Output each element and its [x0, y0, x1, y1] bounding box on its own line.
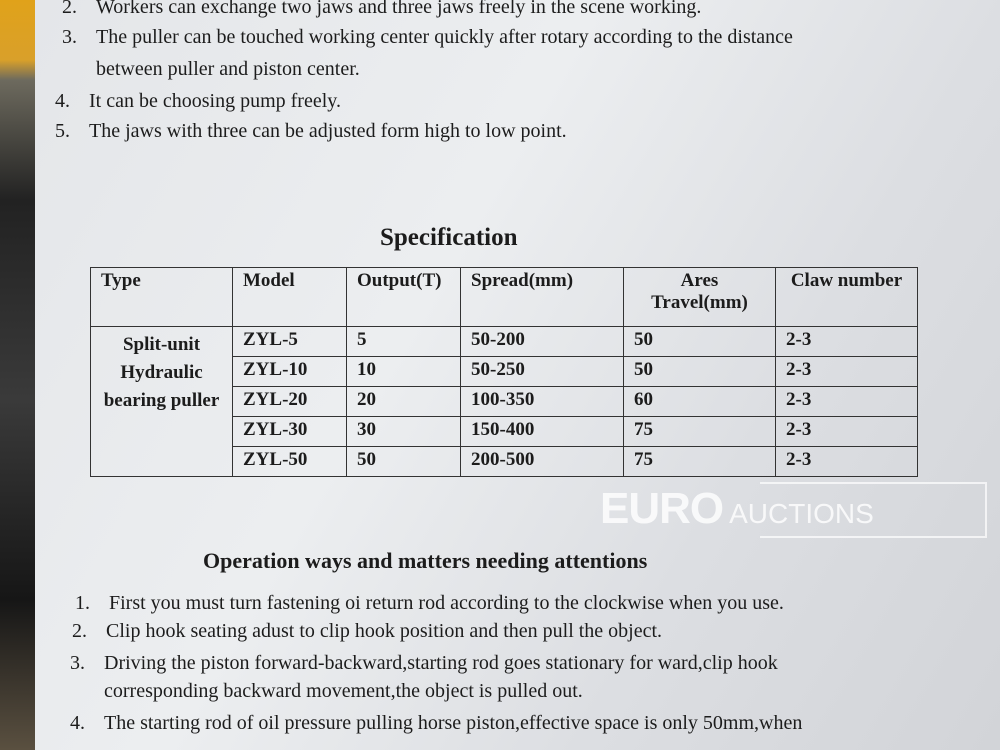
table-cell: 75 [623, 446, 776, 477]
column-header: Type [90, 267, 233, 327]
table-row: ZYL-10 10 50-250 50 2-3 [91, 356, 918, 387]
table-cell: 2-3 [775, 386, 918, 417]
list-item: 4. It can be choosing pump freely. [55, 90, 341, 113]
column-header: Claw number [775, 267, 918, 327]
table-cell: 50 [623, 356, 776, 387]
item-text: Driving the piston forward-backward,star… [104, 652, 778, 674]
table-cell: 75 [623, 416, 776, 447]
table-cell: ZYL-50 [232, 446, 347, 477]
item-text: Workers can exchange two jaws and three … [96, 0, 702, 18]
table-cell: ZYL-20 [232, 386, 347, 417]
column-header: Ares Travel(mm) [623, 267, 776, 327]
list-item: 5. The jaws with three can be adjusted fo… [55, 120, 567, 143]
table-row: ZYL-30 30 150-400 75 2-3 [91, 416, 918, 447]
list-item: 3. The puller can be touched working cent… [62, 26, 793, 49]
table-cell: ZYL-5 [232, 326, 347, 357]
list-item: 2. Clip hook seating adust to clip hook p… [72, 620, 662, 643]
list-item: between puller and piston center. [62, 58, 360, 81]
list-item: 3. Driving the piston forward-backward,st… [70, 652, 778, 675]
table-cell: 2-3 [775, 356, 918, 387]
operation-title: Operation ways and matters needing atten… [203, 548, 648, 573]
table-cell: 50-250 [460, 356, 624, 387]
table-cell: 100-350 [460, 386, 624, 417]
table-row: Split-unit Hydraulic bearing puller ZYL-5… [90, 326, 918, 477]
table-cell: 150-400 [460, 416, 624, 447]
item-text: The starting rod of oil pressure pulling… [104, 712, 803, 734]
item-number: 2. [72, 620, 87, 642]
item-text: Clip hook seating adust to clip hook pos… [106, 620, 663, 642]
list-item: 2. Workers can exchange two jaws and thre… [62, 0, 701, 19]
item-text: corresponding backward movement,the obje… [104, 680, 583, 702]
table-cell: 60 [623, 386, 776, 417]
item-text: It can be choosing pump freely. [89, 90, 341, 112]
watermark-sub: AUCTIONS [729, 498, 874, 529]
list-item: 1. First you must turn fastening oi retur… [75, 592, 784, 615]
spec-title: Specification [380, 224, 518, 251]
column-header: Spread(mm) [460, 267, 624, 327]
table-cell: 50 [623, 326, 776, 357]
table-cell: 30 [346, 416, 461, 447]
item-number: 1. [75, 592, 90, 614]
table-cell: 50 [346, 446, 461, 477]
item-number: 2. [62, 0, 77, 18]
item-text: The jaws with three can be adjusted form… [89, 120, 567, 142]
item-text: between puller and piston center. [96, 58, 360, 80]
item-number: 3. [70, 652, 85, 674]
type-cell: Split-unit Hydraulic bearing puller [90, 326, 233, 477]
table-cell: 2-3 [775, 326, 918, 357]
table-cell: 20 [346, 386, 461, 417]
table-cell: 10 [346, 356, 461, 387]
table-cell: ZYL-30 [232, 416, 347, 447]
list-item: corresponding backward movement,the obje… [70, 680, 583, 703]
item-number: 4. [70, 712, 85, 734]
watermark-logo: EURO AUCTIONS [600, 484, 874, 544]
table-cell: 200-500 [460, 446, 624, 477]
column-header: Model [232, 267, 347, 327]
table-row: ZYL-50 50 200-500 75 2-3 [91, 446, 918, 477]
list-item: 4. The starting rod of oil pressure pulli… [70, 712, 802, 735]
table-cell: 5 [346, 326, 461, 357]
table-row: ZYL-20 20 100-350 60 2-3 [91, 386, 918, 417]
item-number: 3. [62, 26, 77, 48]
spec-table: Type Model Output(T) Spread(mm) Ares Travel(… [90, 267, 918, 477]
item-number: 4. [55, 90, 70, 112]
item-text: The puller can be touched working center… [96, 26, 793, 48]
watermark-brand: EURO [600, 484, 724, 533]
table-cell: 50-200 [460, 326, 624, 357]
table-cell: ZYL-10 [232, 356, 347, 387]
watermark-frame [760, 482, 987, 538]
item-text: First you must turn fastening oi return … [109, 592, 784, 614]
table-cell: 2-3 [775, 446, 918, 477]
column-header: Output(T) [346, 267, 461, 327]
item-number: 5. [55, 120, 70, 142]
table-cell: 2-3 [775, 416, 918, 447]
